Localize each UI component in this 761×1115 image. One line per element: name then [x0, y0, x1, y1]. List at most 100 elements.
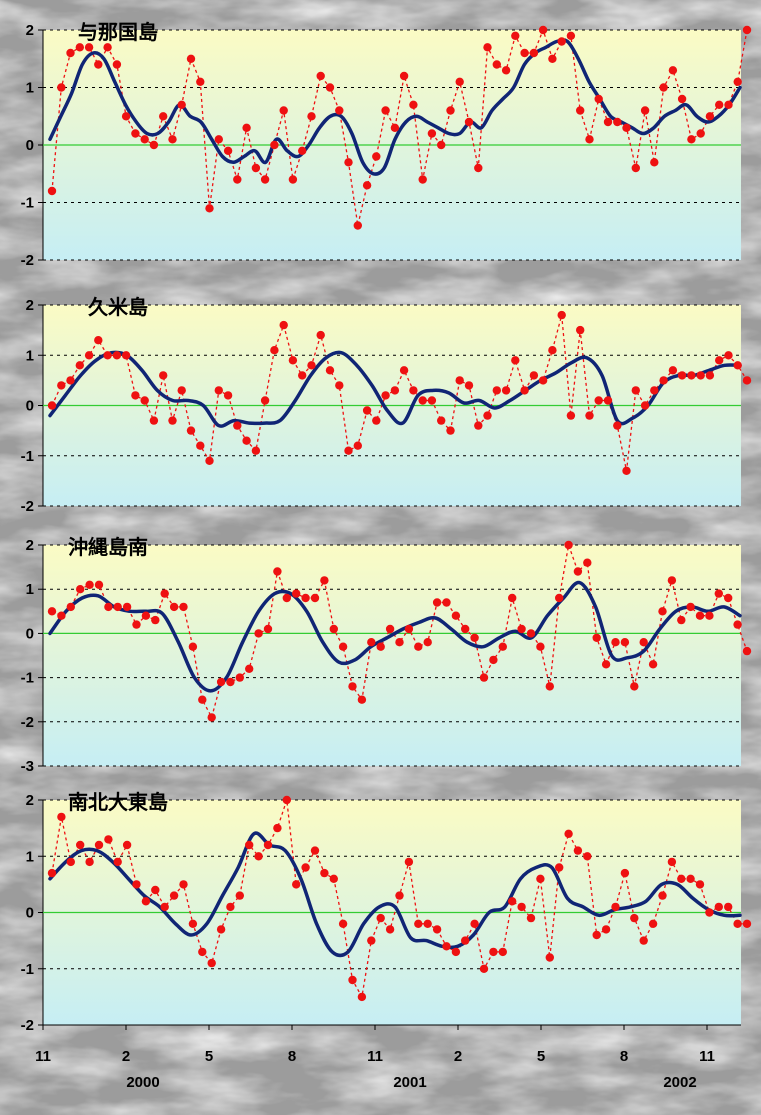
data-point [555, 863, 564, 872]
data-point [75, 43, 85, 52]
data-point [622, 466, 631, 475]
data-point [288, 356, 298, 365]
series-smoothed-line [48, 831, 742, 958]
data-point [529, 371, 539, 380]
data-point [639, 638, 648, 647]
data-point [94, 60, 103, 69]
data-point [94, 336, 103, 345]
data-point [742, 376, 752, 385]
data-point [404, 857, 414, 867]
data-point [216, 925, 226, 934]
x-tick-label: 11 [35, 1048, 51, 1065]
data-point [298, 146, 307, 155]
data-point [483, 43, 492, 52]
y-tick-label: 2 [26, 297, 34, 314]
data-point [686, 874, 695, 883]
data-point [325, 366, 335, 375]
data-point [177, 100, 186, 110]
data-point [260, 175, 270, 184]
y-tick-label: 2 [26, 537, 34, 554]
data-point [742, 919, 752, 928]
data-point [94, 840, 104, 850]
data-point [545, 953, 554, 962]
data-point [376, 642, 385, 651]
data-point [376, 913, 385, 923]
data-point [536, 642, 545, 651]
data-point [329, 874, 338, 883]
data-point [418, 396, 427, 405]
data-point [159, 112, 168, 121]
data-point [122, 602, 132, 612]
panel-4: -2 -1 0 1 2 南北大東島 [21, 790, 752, 1034]
data-point [169, 602, 179, 612]
data-point [650, 158, 659, 167]
plot-area [43, 545, 741, 766]
data-point [695, 611, 705, 620]
data-point [179, 880, 188, 889]
data-point [288, 175, 298, 184]
data-point [724, 902, 733, 912]
y-tick-label: 0 [26, 398, 34, 415]
panel-title: 南北大東島 [68, 790, 168, 814]
y-tick-label: -1 [21, 961, 34, 978]
data-point [140, 135, 149, 144]
data-point [367, 936, 376, 945]
panel-2: -2 -1 0 1 2 久米島 [21, 295, 752, 515]
data-point [733, 620, 742, 629]
data-point [362, 406, 372, 415]
data-point [226, 677, 235, 687]
data-point [188, 642, 198, 651]
data-point [301, 593, 310, 603]
data-point [742, 646, 752, 656]
data-point [418, 175, 427, 184]
y-tick-label: -2 [21, 498, 34, 515]
data-point [724, 593, 733, 603]
data-point [520, 386, 529, 395]
x-tick-label: 8 [620, 1048, 628, 1065]
data-point [427, 129, 437, 138]
data-point [307, 361, 316, 370]
data-point [659, 376, 668, 385]
data-point [677, 615, 686, 625]
data-point [620, 638, 630, 647]
data-point [207, 713, 216, 722]
data-point [585, 135, 594, 144]
data-point [409, 100, 418, 110]
data-point [451, 611, 461, 620]
data-point [631, 163, 640, 173]
data-point [409, 386, 418, 395]
data-point [159, 371, 168, 380]
data-point [640, 401, 650, 410]
data-point [592, 633, 601, 642]
data-point [66, 48, 75, 58]
data-point [658, 607, 667, 616]
data-point [687, 371, 696, 380]
data-point [489, 947, 498, 957]
data-point [94, 580, 104, 589]
data-point [233, 421, 242, 430]
panel-title: 久米島 [88, 295, 148, 319]
data-point [214, 135, 223, 144]
data-point [57, 611, 66, 620]
data-point [344, 158, 353, 167]
data-point [395, 638, 404, 647]
data-point [479, 673, 489, 682]
data-point [631, 386, 640, 395]
data-point [263, 840, 273, 850]
data-point [279, 106, 288, 115]
data-point [132, 620, 141, 629]
data-point [57, 812, 66, 822]
data-point [390, 386, 400, 395]
data-point [555, 593, 564, 603]
series-points-line [51, 28, 748, 226]
data-point [149, 416, 159, 425]
data-point [242, 436, 251, 445]
data-point [235, 891, 244, 900]
data-point [545, 682, 554, 691]
data-point [141, 611, 151, 620]
data-point [659, 83, 668, 92]
data-point [245, 840, 254, 850]
data-point [399, 71, 409, 81]
data-point [260, 396, 270, 405]
data-point [442, 942, 451, 951]
